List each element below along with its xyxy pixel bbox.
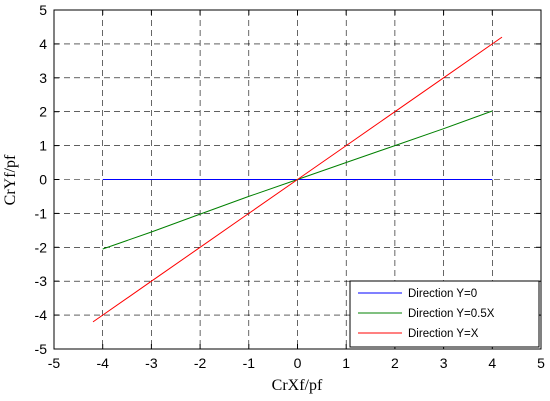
x-tick-label: 4 — [488, 355, 496, 371]
y-axis-title: CrYf/pf — [2, 154, 19, 205]
series-layer — [92, 36, 503, 323]
legend-label: Direction Y=0.5X — [408, 308, 495, 320]
series-line-3 — [92, 36, 503, 323]
ticks: -5 -4 -3 -2 -1 0 1 2 3 4 5 -5 -4 -3 -2 -1 0 1 2 3 4 5 — [35, 2, 546, 371]
y-tick-label: 2 — [39, 104, 47, 120]
y-tick-label: 1 — [39, 138, 47, 154]
x-tick-label: 3 — [440, 355, 448, 371]
legend-label: Direction Y=0 — [408, 288, 477, 300]
x-tick-label: 1 — [342, 355, 350, 371]
y-tick-label: -3 — [35, 273, 48, 289]
y-tick-label: -5 — [35, 341, 48, 357]
x-tick-label: -2 — [194, 355, 207, 371]
y-tick-label: 0 — [39, 172, 47, 188]
x-tick-label: 0 — [294, 355, 302, 371]
legend-box — [349, 280, 540, 348]
x-tick-label: -3 — [145, 355, 158, 371]
y-tick-label: 4 — [39, 36, 47, 52]
y-tick-label: -4 — [35, 307, 48, 323]
x-tick-label: -1 — [243, 355, 256, 371]
y-tick-label: 3 — [39, 70, 47, 86]
legend: Direction Y=0 Direction Y=0.5X Direction Y… — [349, 280, 540, 348]
x-tick-label: -4 — [96, 355, 109, 371]
y-tick-label: -2 — [35, 239, 48, 255]
x-axis-title: CrXf/pf — [272, 377, 323, 394]
x-tick-label: -5 — [48, 355, 61, 371]
legend-label: Direction Y=X — [408, 328, 479, 340]
y-tick-label: 5 — [39, 2, 47, 18]
y-tick-label: -1 — [35, 205, 48, 221]
x-tick-label: 5 — [537, 355, 545, 371]
x-tick-label: 2 — [391, 355, 399, 371]
